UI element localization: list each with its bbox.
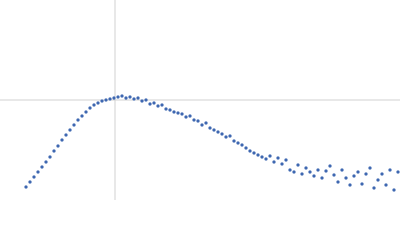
data-point <box>56 144 60 148</box>
data-point <box>356 170 360 174</box>
data-point <box>232 139 236 143</box>
data-point <box>380 172 384 176</box>
data-point <box>276 156 280 160</box>
data-point <box>368 166 372 170</box>
data-point <box>136 96 140 100</box>
data-point <box>144 98 148 102</box>
data-point <box>196 119 200 123</box>
data-point <box>272 160 276 164</box>
data-point <box>332 173 336 177</box>
data-point <box>376 178 380 182</box>
data-point <box>264 157 268 161</box>
data-point <box>336 180 340 184</box>
data-point <box>212 128 216 132</box>
data-point <box>372 186 376 190</box>
data-point <box>324 169 328 173</box>
data-point <box>352 174 356 178</box>
data-point <box>120 94 124 98</box>
data-point <box>248 149 252 153</box>
data-point <box>104 98 108 102</box>
data-point <box>296 163 300 167</box>
data-point <box>204 121 208 125</box>
data-point <box>284 158 288 162</box>
data-point <box>252 151 256 155</box>
data-point <box>152 101 156 105</box>
data-point <box>172 110 176 114</box>
data-point <box>88 106 92 110</box>
data-point <box>52 149 56 153</box>
data-point <box>384 183 388 187</box>
data-point <box>68 128 72 132</box>
data-point <box>96 101 100 105</box>
data-point <box>308 170 312 174</box>
data-point <box>92 103 96 107</box>
data-point <box>316 168 320 172</box>
data-point <box>328 164 332 168</box>
data-point <box>244 146 248 150</box>
data-point <box>200 123 204 127</box>
data-point <box>288 168 292 172</box>
data-point <box>140 99 144 103</box>
data-point <box>64 133 68 137</box>
data-point <box>236 141 240 145</box>
data-point <box>364 172 368 176</box>
data-point <box>168 108 172 112</box>
data-point <box>360 182 364 186</box>
data-point <box>60 138 64 142</box>
data-point <box>228 134 232 138</box>
data-point <box>112 96 116 100</box>
data-point <box>280 162 284 166</box>
data-point <box>188 114 192 118</box>
data-point <box>312 174 316 178</box>
data-point <box>392 188 396 192</box>
data-point <box>28 180 32 184</box>
data-point <box>176 111 180 115</box>
data-point <box>148 102 152 106</box>
data-point <box>160 103 164 107</box>
data-point <box>108 97 112 101</box>
data-point <box>40 165 44 169</box>
data-point <box>348 183 352 187</box>
data-point <box>72 123 76 127</box>
data-point <box>164 107 168 111</box>
data-point <box>80 114 84 118</box>
data-point <box>128 95 132 99</box>
data-point <box>396 170 400 174</box>
data-point <box>180 112 184 116</box>
data-point <box>208 126 212 130</box>
data-point <box>184 115 188 119</box>
page: {"chart_data": {"type": "scatter", "colo… <box>0 0 400 200</box>
data-point <box>256 153 260 157</box>
data-point <box>100 99 104 103</box>
data-point <box>268 154 272 158</box>
data-point <box>340 168 344 172</box>
data-point <box>24 185 28 189</box>
data-point <box>320 176 324 180</box>
data-point <box>216 130 220 134</box>
data-point <box>44 160 48 164</box>
data-point <box>260 155 264 159</box>
data-point <box>224 135 228 139</box>
data-point <box>32 175 36 179</box>
data-point <box>292 170 296 174</box>
chart <box>0 0 400 200</box>
data-point <box>192 118 196 122</box>
data-point <box>300 172 304 176</box>
data-point <box>388 168 392 172</box>
data-point <box>220 132 224 136</box>
data-point <box>76 118 80 122</box>
data-point <box>84 110 88 114</box>
data-point <box>48 155 52 159</box>
data-point <box>124 96 128 100</box>
data-point <box>116 95 120 99</box>
data-point <box>156 104 160 108</box>
data-point <box>36 170 40 174</box>
data-point <box>344 176 348 180</box>
data-point <box>132 97 136 101</box>
data-point <box>240 143 244 147</box>
data-point <box>304 166 308 170</box>
